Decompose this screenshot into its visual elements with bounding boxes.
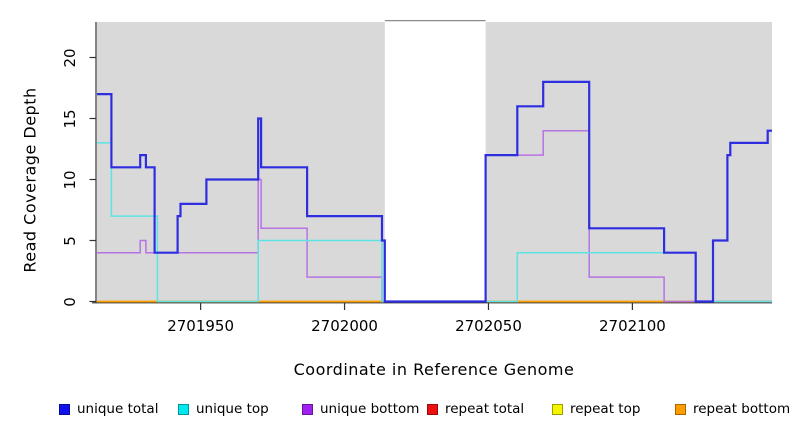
y-tick-label: 15: [61, 108, 79, 129]
x-tick-label: 2702100: [598, 317, 666, 335]
y-tick-label: 0: [61, 296, 79, 307]
x-tick-label: 2702000: [311, 317, 378, 335]
y-tick-label: 10: [61, 169, 79, 190]
y-tick-label: 20: [61, 47, 79, 68]
y-axis-title: Read Coverage Depth: [20, 87, 40, 273]
y-tick-label: 5: [61, 235, 79, 246]
series-unique-total: [97, 80, 772, 303]
highlight-band: [384, 20, 486, 303]
x-axis-title: Coordinate in Reference Genome: [293, 360, 575, 379]
x-tick-label: 2701950: [167, 317, 235, 335]
x-tick-label: 2702050: [455, 317, 522, 335]
